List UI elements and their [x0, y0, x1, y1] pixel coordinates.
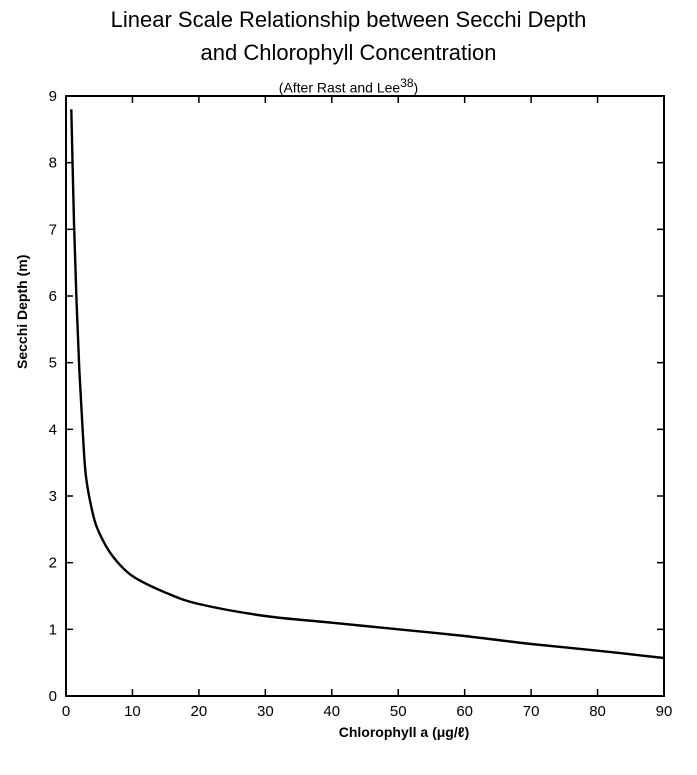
- x-tick-label: 0: [62, 703, 70, 720]
- chart-title-line-1: Linear Scale Relationship between Secchi…: [110, 7, 587, 32]
- data-line: [70, 109, 665, 660]
- chart-subtitle: (After Rast and Lee38): [0, 76, 697, 96]
- y-tick-label: 0: [49, 688, 57, 705]
- x-tick-label: 70: [523, 703, 540, 720]
- x-tick-label: 60: [456, 703, 473, 720]
- x-tick-label: 90: [656, 703, 673, 720]
- y-tick-label: 7: [49, 221, 57, 238]
- subtitle-close: ): [413, 79, 419, 96]
- x-tick-label: 80: [589, 703, 606, 720]
- x-axis-label: Chlorophyll a (μg/ℓ): [339, 724, 470, 740]
- x-tick-label: 10: [124, 703, 141, 720]
- x-tick-label: 30: [257, 703, 274, 720]
- plot-frame: [65, 95, 665, 697]
- axis-ticks: [65, 95, 665, 697]
- y-axis-label-wrap: Secchi Depth (m): [14, 255, 32, 369]
- x-tick-label: 50: [390, 703, 407, 720]
- y-tick-labels: 0 1 2 3 4 5 6 7 8 9: [49, 88, 57, 705]
- chart-title-line-2: and Chlorophyll Concentration: [200, 40, 497, 65]
- y-tick-label: 3: [49, 488, 57, 505]
- y-axis-label: Secchi Depth (m): [14, 254, 30, 369]
- y-tick-label: 1: [49, 621, 57, 638]
- subtitle-reference: 38: [400, 76, 414, 90]
- x-tick-label: 20: [191, 703, 208, 720]
- y-tick-label: 2: [49, 555, 57, 572]
- y-tick-label: 4: [49, 421, 57, 438]
- y-tick-label: 6: [49, 288, 57, 305]
- y-tick-label: 8: [49, 155, 57, 172]
- y-tick-label: 5: [49, 355, 57, 372]
- subtitle-text: (After Rast and Lee: [278, 79, 401, 96]
- y-tick-label: 9: [49, 88, 57, 105]
- x-tick-labels: 0 10 20 30 40 50 60 70 80 90: [62, 703, 673, 720]
- x-tick-label: 40: [323, 703, 340, 720]
